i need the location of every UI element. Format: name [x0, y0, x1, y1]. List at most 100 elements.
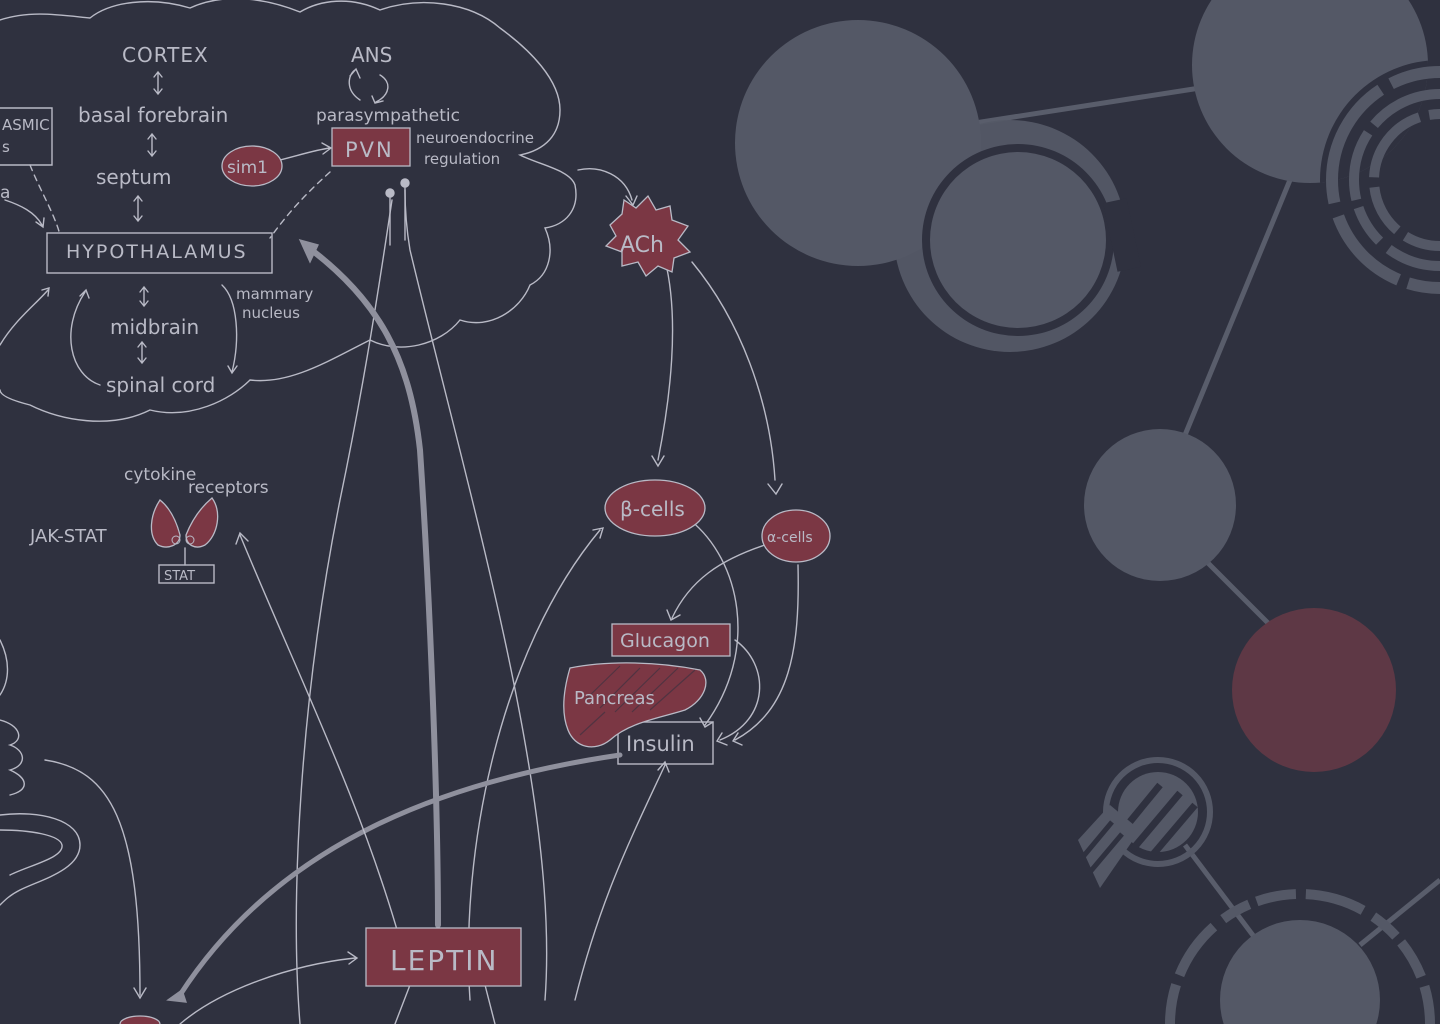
pvn-box: [331, 127, 411, 167]
node-middle: [1084, 429, 1236, 581]
label-ans: ANS: [351, 43, 392, 67]
gut-coil: [0, 719, 25, 796]
sim1-oval: [221, 145, 283, 187]
label-cytokine: cytokine: [124, 465, 196, 485]
label-midbrain: midbrain: [110, 315, 199, 339]
arrow-midbrain-spinal: [137, 340, 147, 365]
alpha-cells-oval: [761, 509, 831, 563]
dashed-pvn-hypothalamus: [269, 171, 331, 239]
arrow-brain-ach: [577, 168, 638, 207]
label-neuroendocrine: neuroendocrine: [416, 129, 534, 147]
arrow-hypo-midbrain: [139, 285, 149, 308]
node-bottom: [1165, 889, 1435, 1024]
network-edge: [1203, 558, 1272, 627]
leptin-bottom-right: [484, 984, 496, 1024]
arrow-to-leptin: [179, 951, 359, 1024]
arrow-left-loop-2: [70, 288, 101, 386]
arrow-ach-beta: [651, 259, 674, 468]
arrow-basal-septum: [147, 132, 157, 158]
thick-arrow-insulin-left: [177, 752, 623, 998]
label-glucagon: Glucagon: [620, 630, 710, 652]
label-a: a: [0, 183, 10, 203]
label-jak-stat: JAK-STAT: [29, 526, 108, 547]
thick-arrowhead-left: [166, 988, 188, 1003]
arrow-beta-insulin: [689, 519, 739, 728]
arrow-alpha-insulin: [731, 564, 799, 746]
label-hypothalamus: HYPOTHALAMUS: [66, 241, 248, 263]
gut-inner: [0, 829, 63, 876]
arrow-ans-left: [348, 67, 361, 101]
network-edge: [974, 85, 1201, 126]
label-asmic: ASMIC: [2, 116, 50, 134]
asmic-box: [0, 107, 53, 166]
arrow-left-loop-1: [0, 287, 50, 346]
label-parasympathetic: parasympathetic: [316, 106, 460, 126]
arrow-ans-right: [371, 74, 389, 104]
arrow-septum-hypothalamus: [133, 194, 143, 223]
sketch-labels: CORTEX ANS basal forebrain parasympathet…: [0, 43, 813, 977]
cytokine-receptor-left: [150, 499, 181, 548]
node-red: [1232, 608, 1396, 772]
label-beta-cells: β-cells: [620, 497, 685, 521]
molecule-network: [735, 0, 1440, 1024]
label-pvn: PVN: [345, 138, 394, 162]
brain-cloud-outline: [0, 0, 577, 422]
label-septum: septum: [96, 165, 171, 189]
label-ach: ACh: [620, 233, 664, 258]
arrow-bottom-insulin: [574, 760, 670, 1001]
arrow-ach-alpha: [691, 261, 783, 496]
label-leptin: LEPTIN: [390, 944, 498, 977]
arrow-a-hypothalamus: [4, 199, 45, 229]
leptin-box: [365, 927, 522, 987]
label-cortex: CORTEX: [122, 43, 209, 67]
network-edge: [1358, 878, 1440, 947]
pancreas-shape: [563, 662, 707, 748]
bottom-red-blob: [119, 1015, 161, 1024]
hypothalamus-box: [46, 232, 273, 274]
label-regulation: regulation: [424, 150, 500, 168]
label-insulin: Insulin: [626, 732, 695, 756]
leptin-bottom-left: [394, 984, 411, 1024]
label-sim1: sim1: [227, 158, 268, 178]
label-mammary: mammary: [236, 285, 313, 303]
gut-outline-top: [0, 639, 9, 696]
pvn-inhibit-dot-2: [400, 178, 410, 188]
thick-arrowhead-hypothalamus: [298, 238, 319, 264]
arrow-gut-down: [44, 759, 147, 1000]
thick-arrow-leptin-hypothalamus: [302, 242, 441, 928]
stat-box: [158, 564, 215, 584]
gut-outline-bottom: [0, 813, 81, 906]
red-shapes: [119, 127, 831, 1024]
label-stat: STAT: [164, 569, 195, 584]
arrow-mammary: [221, 284, 238, 375]
label-basal-forebrain: basal forebrain: [78, 103, 228, 127]
label-alpha-cells: α-cells: [767, 530, 813, 546]
node-striped: [1078, 757, 1213, 888]
label-asmic-tail: s: [2, 138, 10, 156]
network-edge: [1183, 843, 1257, 940]
beta-cells-oval: [604, 479, 706, 537]
ach-burst: [604, 194, 692, 277]
label-pancreas: Pancreas: [574, 688, 655, 709]
label-spinal-cord: spinal cord: [106, 373, 215, 397]
receptor-dot-right: [185, 535, 195, 545]
label-receptors: receptors: [188, 478, 269, 498]
node-ring-left: [894, 120, 1142, 352]
label-nucleus: nucleus: [242, 304, 300, 322]
receptor-dot-left: [171, 535, 181, 545]
pvn-inhibit-dot-1: [385, 188, 395, 198]
glucagon-box: [611, 623, 731, 657]
arrow-alpha-glucagon: [666, 544, 766, 621]
arrow-cortex-basal: [153, 70, 163, 96]
cytokine-receptor-right: [185, 497, 219, 548]
network-edges: [974, 85, 1440, 947]
arrow-glucagon-insulin: [715, 639, 761, 746]
arrow-to-receptors: [235, 531, 401, 941]
line-leptin-pvn-right: [404, 189, 548, 1001]
network-edge: [1182, 179, 1293, 436]
sketch-diagram: [0, 0, 799, 1024]
node-large-top-right: [1192, 0, 1440, 294]
line-leptin-pvn-left: [295, 199, 393, 1024]
pancreas-hatching: [579, 665, 696, 736]
